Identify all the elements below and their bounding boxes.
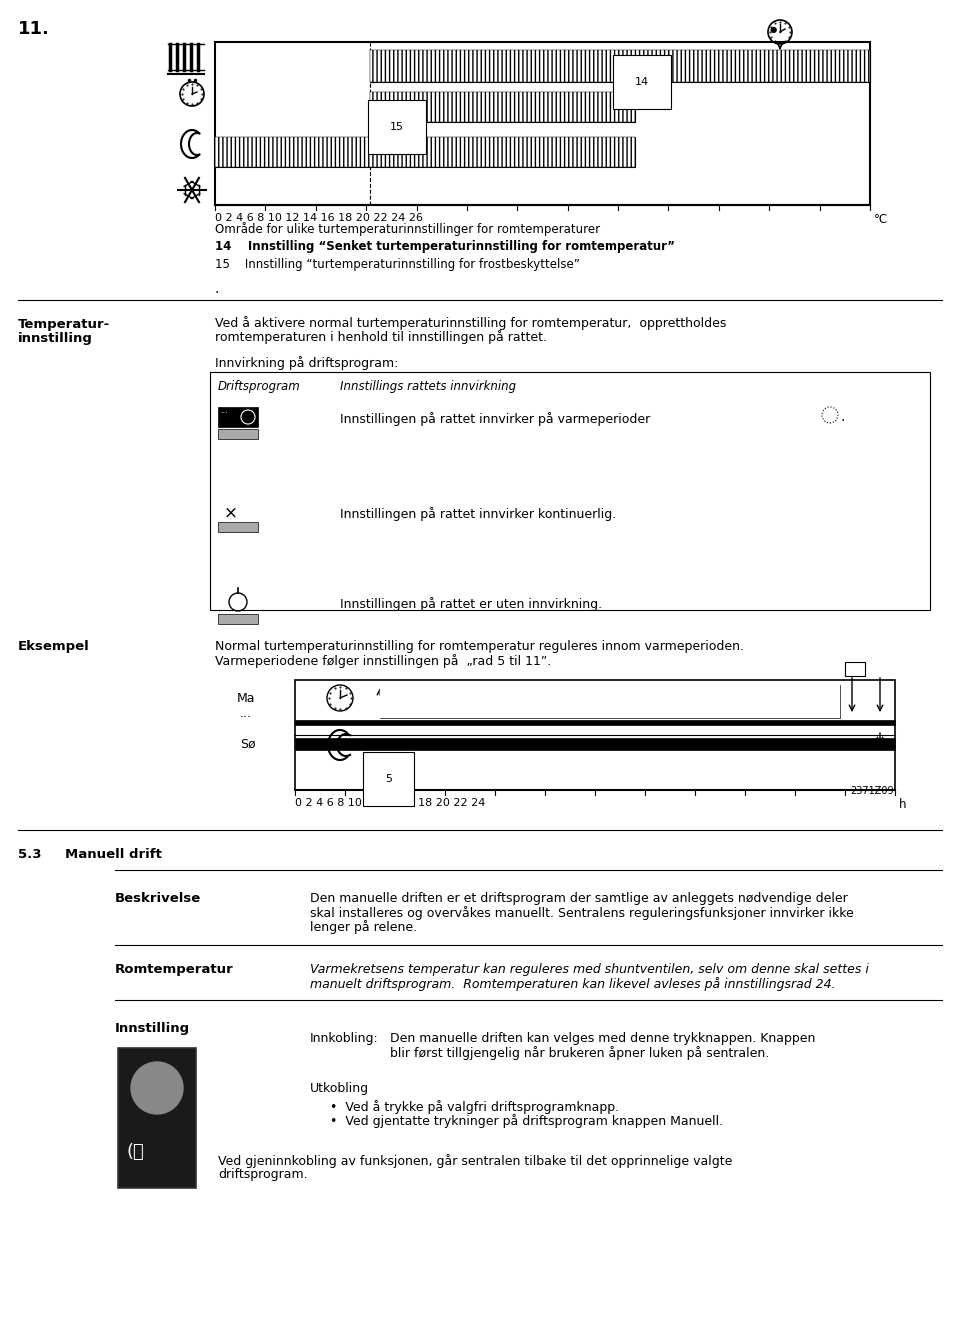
Bar xyxy=(380,686,840,717)
Text: blir først tillgjengelig når brukeren åpner luken på sentralen.: blir først tillgjengelig når brukeren åp… xyxy=(390,1046,769,1059)
Text: 14: 14 xyxy=(635,77,649,88)
Text: 0 2 4 6 8 10 12 14 16 18 20 22 24 26: 0 2 4 6 8 10 12 14 16 18 20 22 24 26 xyxy=(215,213,423,223)
Text: romtemperaturen i henhold til innstillingen på rattet.: romtemperaturen i henhold til innstillin… xyxy=(215,330,547,343)
Text: Manuell drift: Manuell drift xyxy=(65,849,162,861)
Text: 5.3: 5.3 xyxy=(18,849,41,861)
Text: Varmeperiodene følger innstillingen på  „rad 5 til 11”.: Varmeperiodene følger innstillingen på „… xyxy=(215,654,551,668)
Text: Innstillingen på rattet innvirker kontinuerlig.: Innstillingen på rattet innvirker kontin… xyxy=(340,507,616,521)
Text: Utkobling: Utkobling xyxy=(310,1082,370,1095)
Text: lenger på relene.: lenger på relene. xyxy=(310,920,418,934)
Text: (⚽: (⚽ xyxy=(126,1143,144,1162)
Bar xyxy=(295,680,895,790)
Text: driftsprogram.: driftsprogram. xyxy=(218,1168,307,1181)
Text: Ved gjeninnkobling av funksjonen, går sentralen tilbake til det opprinnelige val: Ved gjeninnkobling av funksjonen, går se… xyxy=(218,1154,732,1168)
Text: ···: ··· xyxy=(220,408,228,418)
Text: Innstillingen på rattet innvirker på varmeperioder: Innstillingen på rattet innvirker på var… xyxy=(340,412,650,426)
Bar xyxy=(218,407,258,427)
Text: 5: 5 xyxy=(385,774,392,784)
Text: Innstilling: Innstilling xyxy=(115,1022,190,1036)
Bar xyxy=(370,91,635,122)
Text: Område for ulike turtemperaturinnstillinger for romtemperaturer: Område for ulike turtemperaturinnstillin… xyxy=(215,221,600,236)
Text: 0 2 4 6 8 10 12 14 16 18 20 22 24: 0 2 4 6 8 10 12 14 16 18 20 22 24 xyxy=(295,798,486,808)
Text: Temperatur-: Temperatur- xyxy=(18,318,110,332)
Bar xyxy=(295,720,895,725)
Text: •  Ved å trykke på valgfri driftsprogramknapp.: • Ved å trykke på valgfri driftsprogramk… xyxy=(330,1101,619,1114)
Text: ●: ● xyxy=(770,25,778,34)
Bar xyxy=(845,662,865,676)
Text: ⨯: ⨯ xyxy=(224,504,238,522)
Text: 2371Z09: 2371Z09 xyxy=(850,786,894,796)
Text: Sø: Sø xyxy=(240,739,255,751)
Bar xyxy=(218,522,258,532)
Bar xyxy=(210,373,930,610)
Text: Normal turtemperaturinnstilling for romtemperatur reguleres innom varmeperioden.: Normal turtemperaturinnstilling for romt… xyxy=(215,640,744,652)
Bar xyxy=(218,430,258,439)
Text: innstilling: innstilling xyxy=(18,332,93,345)
Text: 15    Innstilling “turtemperaturinnstilling for frostbeskyttelse”: 15 Innstilling “turtemperaturinnstilling… xyxy=(215,259,580,271)
Bar xyxy=(118,1048,196,1188)
Bar xyxy=(215,42,870,206)
Text: Eksempel: Eksempel xyxy=(18,640,89,652)
Text: Innstillingen på rattet er uten innvirkning.: Innstillingen på rattet er uten innvirkn… xyxy=(340,597,602,611)
Text: Driftsprogram: Driftsprogram xyxy=(218,381,300,392)
Text: °C: °C xyxy=(874,213,888,225)
Bar xyxy=(295,739,895,751)
Text: Innstillings rattets innvirkning: Innstillings rattets innvirkning xyxy=(340,381,516,392)
Text: 11.: 11. xyxy=(18,20,50,38)
Bar xyxy=(218,614,258,625)
Text: Varmekretsens temperatur kan reguleres med shuntventilen, selv om denne skal set: Varmekretsens temperatur kan reguleres m… xyxy=(310,963,869,976)
Text: .: . xyxy=(215,282,220,296)
Bar xyxy=(370,50,870,82)
Text: ...: ... xyxy=(240,707,252,720)
Text: h: h xyxy=(899,798,906,812)
Text: Innkobling:: Innkobling: xyxy=(310,1032,379,1045)
Text: skal installeres og overvåkes manuellt. Sentralens reguleringsfunksjoner innvirk: skal installeres og overvåkes manuellt. … xyxy=(310,906,853,920)
Circle shape xyxy=(131,1062,183,1114)
Text: Den manuelle driften kan velges med denne trykknappen. Knappen: Den manuelle driften kan velges med denn… xyxy=(390,1032,815,1045)
Text: Romtemperatur: Romtemperatur xyxy=(115,963,233,976)
Text: Den manuelle driften er et driftsprogram der samtlige av anleggets nødvendige de: Den manuelle driften er et driftsprogram… xyxy=(310,892,848,906)
Text: Beskrivelse: Beskrivelse xyxy=(115,892,202,906)
Text: 15: 15 xyxy=(390,122,404,133)
Text: Ma: Ma xyxy=(237,692,255,705)
Text: .: . xyxy=(840,410,845,424)
Text: manuelt driftsprogram.  Romtemperaturen kan likevel avleses på innstillingsrad 2: manuelt driftsprogram. Romtemperaturen k… xyxy=(310,977,835,991)
Text: Innvirkning på driftsprogram:: Innvirkning på driftsprogram: xyxy=(215,355,398,370)
Text: Ved å aktivere normal turtemperaturinnstilling for romtemperatur,  opprettholdes: Ved å aktivere normal turtemperaturinnst… xyxy=(215,316,727,330)
Text: 14    Innstilling “Senket turtemperaturinnstilling for romtemperatur”: 14 Innstilling “Senket turtemperaturinns… xyxy=(215,240,675,253)
Bar xyxy=(215,137,635,167)
Text: •  Ved gjentatte trykninger på driftsprogram knappen Manuell.: • Ved gjentatte trykninger på driftsprog… xyxy=(330,1114,723,1128)
